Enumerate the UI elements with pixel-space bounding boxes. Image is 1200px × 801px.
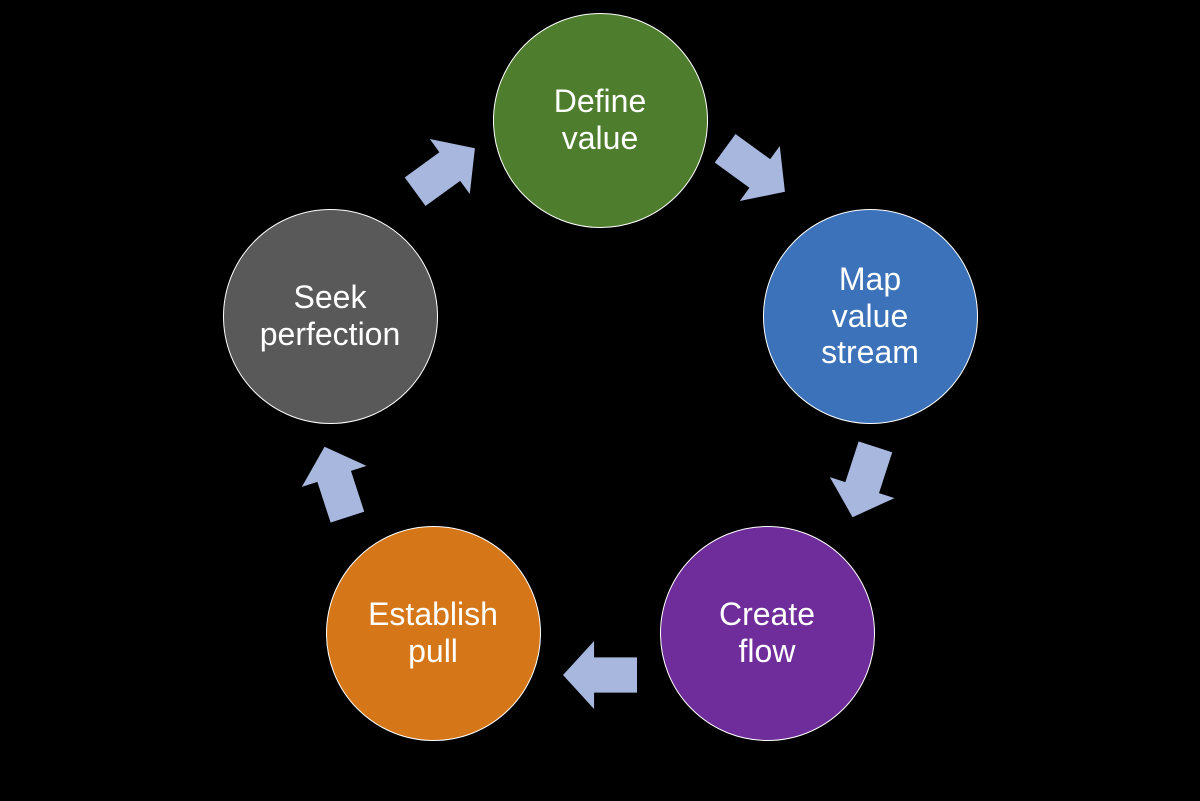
arrow-create-flow-to-establish-pull <box>563 641 637 709</box>
node-define-value: Definevalue <box>493 13 708 228</box>
node-label: Seekperfection <box>260 279 401 353</box>
node-seek-perfection: Seekperfection <box>223 209 438 424</box>
node-label: Createflow <box>719 596 815 670</box>
node-map-value-stream: Mapvaluestream <box>763 209 978 424</box>
node-establish-pull: Establishpull <box>326 526 541 741</box>
node-label: Mapvaluestream <box>821 261 919 371</box>
arrow-seek-perfection-to-define-value <box>395 121 495 220</box>
arrow-establish-pull-to-seek-perfection <box>292 436 380 527</box>
arrow-define-value-to-map-value-stream <box>705 121 805 220</box>
node-label: Definevalue <box>554 83 647 157</box>
cycle-diagram: Definevalue Mapvaluestream Createflow Estab… <box>0 0 1200 801</box>
node-create-flow: Createflow <box>660 526 875 741</box>
node-label: Establishpull <box>368 596 498 670</box>
arrow-map-value-stream-to-create-flow <box>820 436 908 527</box>
